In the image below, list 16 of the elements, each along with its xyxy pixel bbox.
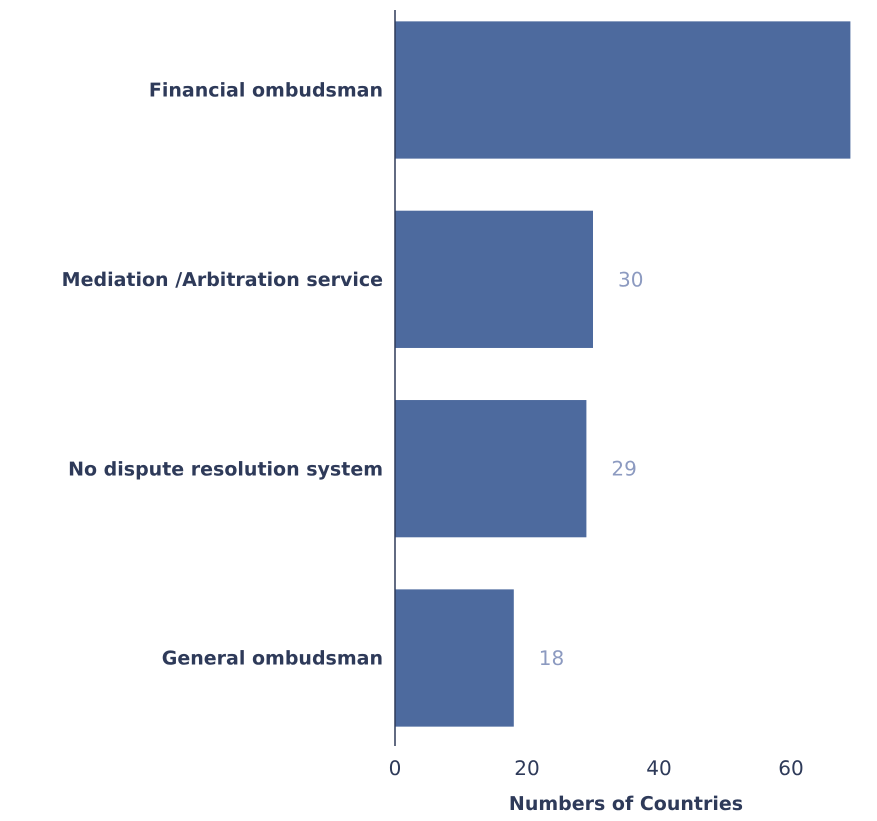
x-axis-title: Numbers of Countries <box>508 793 744 815</box>
bar <box>395 400 586 538</box>
x-tick-label: 20 <box>514 756 540 780</box>
data-label: 18 <box>538 646 564 670</box>
data-label: 29 <box>611 456 637 481</box>
x-tick-label: 60 <box>778 756 804 780</box>
data-label: 30 <box>618 267 644 292</box>
x-tick-label: 0 <box>388 756 402 780</box>
bar <box>395 21 850 159</box>
bar <box>395 589 514 727</box>
y-tick-label: No dispute resolution system <box>68 458 383 480</box>
y-tick-label: General ombudsman <box>162 648 383 670</box>
y-tick-label: Mediation /Arbitration service <box>62 268 383 291</box>
bar <box>395 210 593 348</box>
y-tick-label: Financial ombudsman <box>148 80 383 102</box>
x-tick-label: 40 <box>646 756 672 780</box>
